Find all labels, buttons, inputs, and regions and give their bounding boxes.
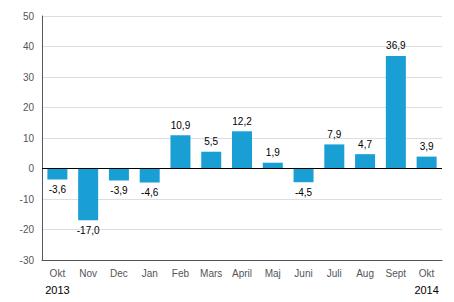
svg-text:Nov: Nov xyxy=(79,268,97,279)
svg-text:20: 20 xyxy=(23,102,35,113)
svg-text:40: 40 xyxy=(23,41,35,52)
svg-text:Juli: Juli xyxy=(327,268,342,279)
svg-text:Dec: Dec xyxy=(110,268,128,279)
svg-text:2014: 2014 xyxy=(414,284,438,296)
svg-text:-4,6: -4,6 xyxy=(141,187,159,198)
svg-text:Feb: Feb xyxy=(172,268,190,279)
svg-text:10,9: 10,9 xyxy=(171,120,191,131)
svg-text:Okt: Okt xyxy=(50,268,66,279)
svg-text:5,5: 5,5 xyxy=(204,136,218,147)
svg-text:7,9: 7,9 xyxy=(327,129,341,140)
svg-text:Mars: Mars xyxy=(200,268,222,279)
svg-text:4,7: 4,7 xyxy=(358,139,372,150)
svg-text:-3,6: -3,6 xyxy=(49,184,67,195)
svg-text:Aug: Aug xyxy=(356,268,374,279)
svg-text:-3,9: -3,9 xyxy=(110,185,128,196)
svg-text:Juni: Juni xyxy=(294,268,312,279)
svg-text:-20: -20 xyxy=(20,224,35,235)
svg-text:Okt: Okt xyxy=(419,268,435,279)
svg-text:April: April xyxy=(232,268,252,279)
svg-text:3,9: 3,9 xyxy=(420,141,434,152)
svg-text:0: 0 xyxy=(28,163,34,174)
svg-text:-10: -10 xyxy=(20,194,35,205)
svg-text:-30: -30 xyxy=(20,255,35,266)
svg-text:30: 30 xyxy=(23,72,35,83)
svg-text:1,9: 1,9 xyxy=(266,147,280,158)
svg-text:Maj: Maj xyxy=(265,268,281,279)
svg-text:Sept: Sept xyxy=(386,268,407,279)
svg-text:36,9: 36,9 xyxy=(386,40,406,51)
svg-text:10: 10 xyxy=(23,133,35,144)
svg-text:50: 50 xyxy=(23,11,35,22)
svg-text:-17,0: -17,0 xyxy=(77,225,100,236)
svg-text:-4,5: -4,5 xyxy=(295,187,313,198)
svg-text:12,2: 12,2 xyxy=(232,116,252,127)
svg-text:2013: 2013 xyxy=(45,284,69,296)
svg-text:Jan: Jan xyxy=(142,268,158,279)
